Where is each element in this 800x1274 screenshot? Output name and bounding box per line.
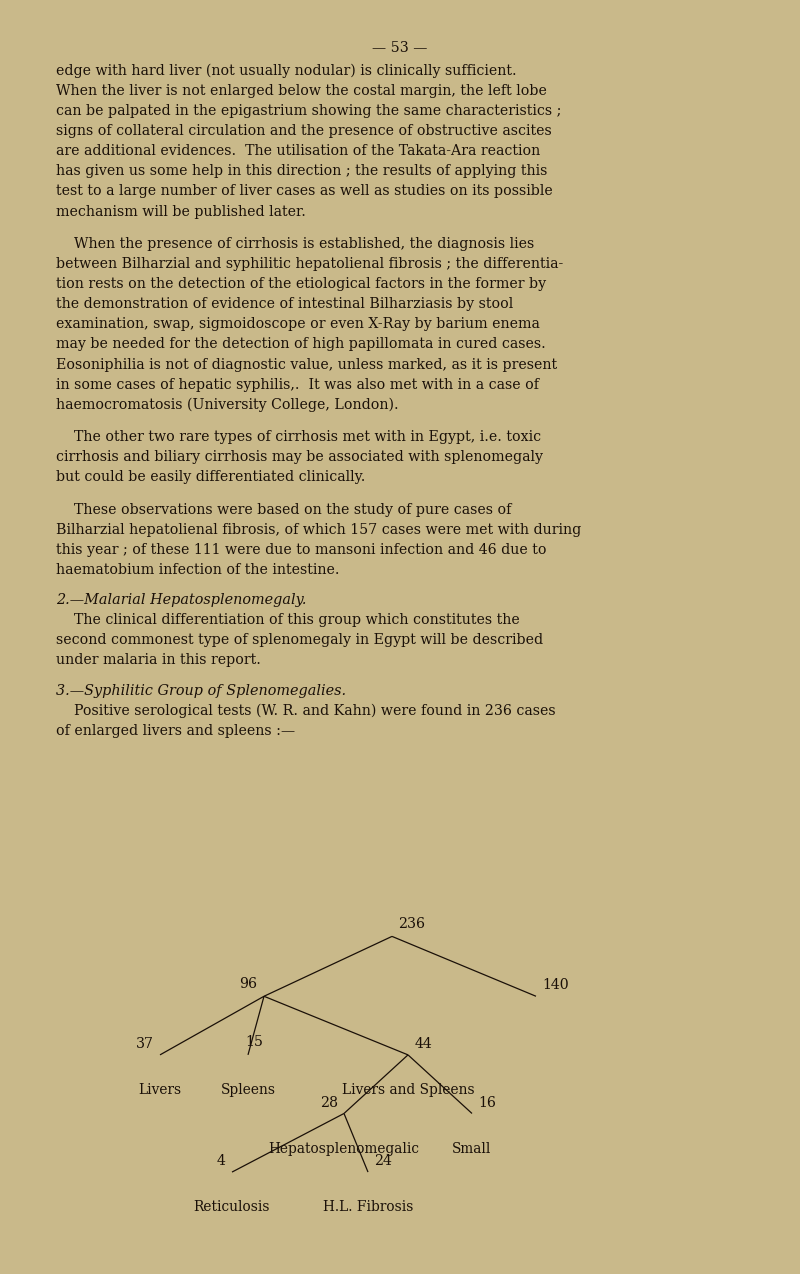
- Text: cirrhosis and biliary cirrhosis may be associated with splenomegaly: cirrhosis and biliary cirrhosis may be a…: [56, 450, 543, 464]
- Text: 140: 140: [542, 978, 569, 992]
- Text: 96: 96: [240, 977, 258, 991]
- Text: 28: 28: [319, 1096, 338, 1110]
- Text: Reticulosis: Reticulosis: [194, 1200, 270, 1214]
- Text: between Bilharzial and syphilitic hepatolienal fibrosis ; the differentia-: between Bilharzial and syphilitic hepato…: [56, 257, 563, 271]
- Text: The other two rare types of cirrhosis met with in Egypt, i.e. toxic: The other two rare types of cirrhosis me…: [56, 431, 541, 445]
- Text: under malaria in this report.: under malaria in this report.: [56, 654, 261, 668]
- Text: 44: 44: [414, 1037, 432, 1051]
- Text: — 53 —: — 53 —: [372, 41, 428, 55]
- Text: 236: 236: [398, 917, 426, 931]
- Text: Livers and Spleens: Livers and Spleens: [342, 1083, 474, 1097]
- Text: may be needed for the detection of high papillomata in cured cases.: may be needed for the detection of high …: [56, 338, 546, 352]
- Text: 4: 4: [217, 1154, 226, 1168]
- Text: These observations were based on the study of pure cases of: These observations were based on the stu…: [56, 502, 511, 516]
- Text: H.L. Fibrosis: H.L. Fibrosis: [323, 1200, 413, 1214]
- Text: in some cases of hepatic syphilis,.  It was also met with in a case of: in some cases of hepatic syphilis,. It w…: [56, 377, 539, 391]
- Text: haematobium infection of the intestine.: haematobium infection of the intestine.: [56, 563, 339, 577]
- Text: examination, swap, sigmoidoscope or even X-Ray by barium enema: examination, swap, sigmoidoscope or even…: [56, 317, 540, 331]
- Text: 3.—Syphilitic Group of Splenomegalies.: 3.—Syphilitic Group of Splenomegalies.: [56, 684, 346, 698]
- Text: can be palpated in the epigastrium showing the same characteristics ;: can be palpated in the epigastrium showi…: [56, 104, 562, 118]
- Text: Eosoniphilia is not of diagnostic value, unless marked, as it is present: Eosoniphilia is not of diagnostic value,…: [56, 358, 557, 372]
- Text: tion rests on the detection of the etiological factors in the former by: tion rests on the detection of the etiol…: [56, 276, 546, 290]
- Text: of enlarged livers and spleens :—: of enlarged livers and spleens :—: [56, 724, 295, 738]
- Text: 2.—Malarial Hepatosplenomegaly.: 2.—Malarial Hepatosplenomegaly.: [56, 594, 306, 608]
- Text: second commonest type of splenomegaly in Egypt will be described: second commonest type of splenomegaly in…: [56, 633, 543, 647]
- Text: Bilharzial hepatolienal fibrosis, of which 157 cases were met with during: Bilharzial hepatolienal fibrosis, of whi…: [56, 522, 582, 536]
- Text: Spleens: Spleens: [221, 1083, 275, 1097]
- Text: Hepatosplenomegalic: Hepatosplenomegalic: [269, 1142, 419, 1156]
- Text: edge with hard liver (not usually nodular) is clinically sufficient.: edge with hard liver (not usually nodula…: [56, 64, 517, 78]
- Text: has given us some help in this direction ; the results of applying this: has given us some help in this direction…: [56, 164, 547, 178]
- Text: Positive serological tests (W. R. and Kahn) were found in 236 cases: Positive serological tests (W. R. and Ka…: [56, 703, 556, 719]
- Text: but could be easily differentiated clinically.: but could be easily differentiated clini…: [56, 470, 366, 484]
- Text: mechanism will be published later.: mechanism will be published later.: [56, 205, 306, 219]
- Text: test to a large number of liver cases as well as studies on its possible: test to a large number of liver cases as…: [56, 185, 553, 199]
- Text: 16: 16: [478, 1096, 496, 1110]
- Text: When the presence of cirrhosis is established, the diagnosis lies: When the presence of cirrhosis is establ…: [56, 237, 534, 251]
- Text: 24: 24: [374, 1154, 392, 1168]
- Text: haemocromatosis (University College, London).: haemocromatosis (University College, Lon…: [56, 397, 398, 413]
- Text: Livers: Livers: [138, 1083, 182, 1097]
- Text: signs of collateral circulation and the presence of obstructive ascites: signs of collateral circulation and the …: [56, 124, 552, 138]
- Text: The clinical differentiation of this group which constitutes the: The clinical differentiation of this gro…: [56, 613, 520, 627]
- Text: 15: 15: [246, 1034, 264, 1049]
- Text: 37: 37: [135, 1037, 154, 1051]
- Text: Small: Small: [452, 1142, 492, 1156]
- Text: the demonstration of evidence of intestinal Bilharziasis by stool: the demonstration of evidence of intesti…: [56, 297, 514, 311]
- Text: When the liver is not enlarged below the costal margin, the left lobe: When the liver is not enlarged below the…: [56, 84, 547, 98]
- Text: this year ; of these 111 were due to mansoni infection and 46 due to: this year ; of these 111 were due to man…: [56, 543, 546, 557]
- Text: are additional evidences.  The utilisation of the Takata-Ara reaction: are additional evidences. The utilisatio…: [56, 144, 540, 158]
